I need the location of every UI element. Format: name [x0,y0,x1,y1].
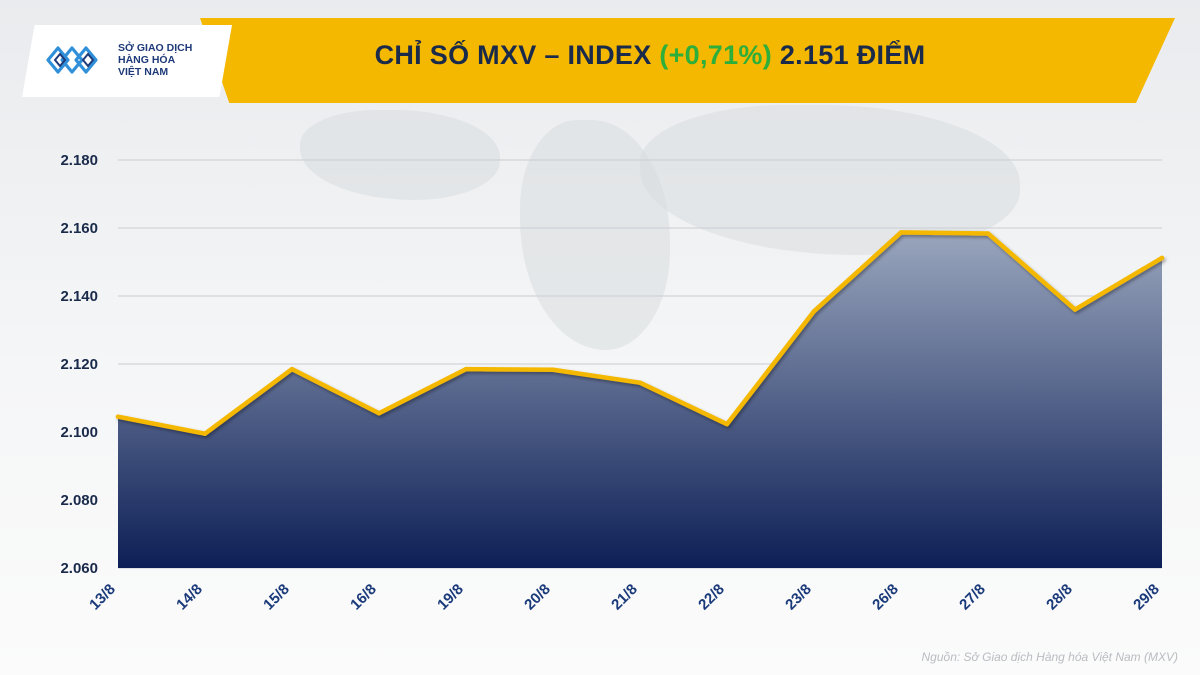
world-map-shape [300,110,500,200]
x-tick-label: 19/8 [434,581,467,614]
x-tick-label: 26/8 [869,581,902,614]
y-tick-label: 2.100 [60,424,98,441]
logo-icon [46,46,98,74]
y-tick-label: 2.140 [60,288,98,305]
data-point [898,230,904,235]
data-point [202,431,208,436]
world-map-shape [640,105,1020,255]
x-tick-label: 15/8 [260,581,293,614]
x-tick-label: 13/8 [86,581,119,614]
x-tick-label: 29/8 [1130,581,1163,614]
title-change: (+0,71%) [659,40,773,70]
y-tick-label: 2.080 [60,492,98,509]
x-tick-label: 16/8 [347,581,380,614]
y-tick-label: 2.180 [60,152,98,169]
logo-text: SỞ GIAO DỊCH HÀNG HÓA VIỆT NAM [118,42,228,78]
data-point [724,421,730,427]
logo-line: VIỆT NAM [118,66,169,78]
logo-line: SỞ GIAO DỊCH [118,42,193,54]
data-point [811,309,817,314]
logo-line: HÀNG HÓA [118,54,176,66]
chart-title: CHỈ SỐ MXV – INDEX (+0,71%) 2.151 ĐIỂM [250,40,1050,71]
x-tick-label: 14/8 [173,581,206,614]
x-tick-label: 28/8 [1043,581,1076,614]
x-tick-label: 23/8 [782,581,815,614]
x-tick-label: 20/8 [521,581,554,614]
title-suffix: 2.151 ĐIỂM [772,40,926,70]
title-banner [200,18,1175,103]
source-note: Nguồn: Sở Giao dịch Hàng hóa Việt Nam (M… [921,650,1179,664]
data-point [637,380,643,385]
x-tick-label: 27/8 [956,581,989,614]
data-point [289,366,295,372]
title-prefix: CHỈ SỐ MXV – INDEX [374,40,660,70]
data-point [985,231,991,236]
data-point [463,366,469,372]
y-tick-label: 2.160 [60,220,98,237]
data-point [1159,255,1165,261]
data-point [1072,307,1078,312]
data-point [376,411,382,416]
data-point [115,414,121,419]
x-tick-label: 22/8 [695,581,728,614]
x-tick-label: 21/8 [608,581,641,614]
data-point [550,367,556,372]
area-fill [118,232,1162,569]
y-tick-label: 2.120 [60,356,98,373]
y-tick-label: 2.060 [60,560,98,577]
